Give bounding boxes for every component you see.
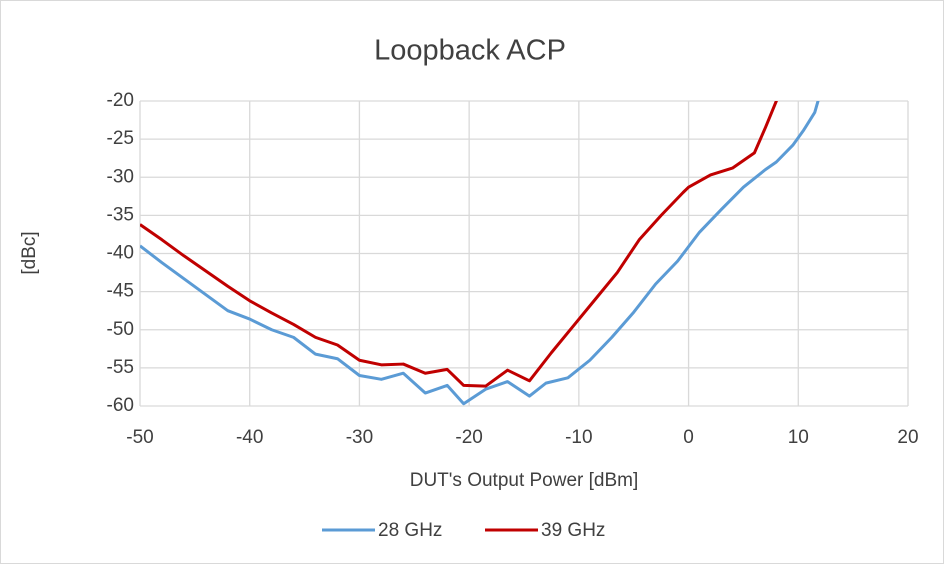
series-line: [140, 101, 778, 388]
x-tick-label: 10: [788, 427, 809, 448]
chart-title: Loopback ACP: [374, 35, 566, 67]
y-axis-title: [dBc]: [19, 231, 40, 274]
legend-label: 39 GHz: [541, 520, 605, 541]
x-tick-label: -10: [565, 427, 592, 448]
grid: -60 -55 -50 -45 -40 -35 -30 -25 -20 -50 -40 -30 -20 -…: [107, 90, 919, 448]
x-axis-title: DUT's Output Power [dBm]: [410, 470, 639, 491]
legend-label: 28 GHz: [378, 520, 442, 541]
x-tick-label: -20: [455, 427, 482, 448]
y-tick-label: -40: [107, 243, 134, 264]
y-tick-label: -30: [107, 166, 134, 187]
y-tick-label: -20: [107, 90, 134, 111]
legend: 28 GHz 39 GHz: [322, 520, 605, 541]
y-tick-label: -35: [107, 204, 134, 225]
plot-lines: [140, 101, 820, 406]
x-tick-label: 0: [683, 427, 694, 448]
x-tick-label: -40: [236, 427, 263, 448]
x-tick-label: 20: [897, 427, 918, 448]
y-tick-label: -55: [107, 357, 134, 378]
y-tick-label: -45: [107, 281, 134, 302]
y-tick-label: -60: [107, 395, 134, 416]
x-tick-label: -30: [346, 427, 373, 448]
y-tick-label: -25: [107, 128, 134, 149]
y-tick-label: -50: [107, 319, 134, 340]
series-line: [140, 101, 820, 406]
x-tick-label: -50: [126, 427, 153, 448]
